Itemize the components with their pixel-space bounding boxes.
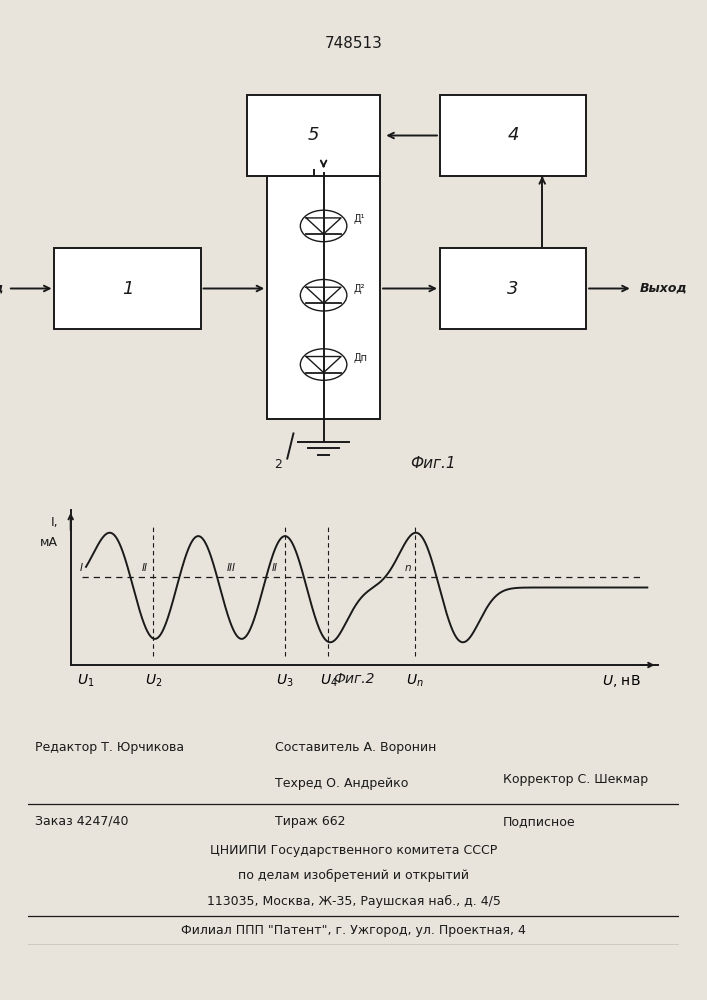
Text: 113035, Москва, Ж-35, Раушская наб., д. 4/5: 113035, Москва, Ж-35, Раушская наб., д. … bbox=[206, 895, 501, 908]
Text: I,: I, bbox=[50, 516, 58, 529]
Text: II: II bbox=[271, 563, 278, 573]
Text: Редактор Т. Юрчикова: Редактор Т. Юрчикова bbox=[35, 741, 184, 754]
Text: III: III bbox=[227, 563, 236, 573]
Text: 3: 3 bbox=[507, 279, 519, 298]
Circle shape bbox=[300, 210, 347, 242]
Text: Заказ 4247/40: Заказ 4247/40 bbox=[35, 815, 128, 828]
Text: Тираж 662: Тираж 662 bbox=[276, 815, 346, 828]
Text: Дп: Дп bbox=[354, 353, 368, 363]
Bar bbox=[440, 248, 586, 329]
Text: 1: 1 bbox=[122, 279, 134, 298]
Text: I: I bbox=[79, 563, 83, 573]
Bar bbox=[54, 248, 201, 329]
Text: Фиг.1: Фиг.1 bbox=[411, 456, 456, 472]
Text: ЦНИИПИ Государственного комитета СССР: ЦНИИПИ Государственного комитета СССР bbox=[210, 844, 497, 857]
Text: Д²: Д² bbox=[354, 283, 365, 294]
Text: по делам изобретений и открытий: по делам изобретений и открытий bbox=[238, 869, 469, 882]
Text: Составитель А. Воронин: Составитель А. Воронин bbox=[276, 741, 437, 754]
Text: 748513: 748513 bbox=[325, 36, 382, 51]
Text: Техред О. Андрейко: Техред О. Андрейко bbox=[276, 777, 409, 790]
Text: мА: мА bbox=[40, 536, 58, 549]
Circle shape bbox=[300, 279, 347, 311]
Bar bbox=[440, 95, 586, 176]
Text: Корректор С. Шекмар: Корректор С. Шекмар bbox=[503, 773, 648, 786]
Text: Филиал ППП "Патент", г. Ужгород, ул. Проектная, 4: Филиал ППП "Патент", г. Ужгород, ул. Про… bbox=[181, 924, 526, 937]
Text: 5: 5 bbox=[308, 126, 320, 144]
Text: Подписное: Подписное bbox=[503, 815, 575, 828]
Text: II: II bbox=[141, 563, 148, 573]
Bar bbox=[247, 95, 380, 176]
Text: 4: 4 bbox=[507, 126, 519, 144]
Text: 2: 2 bbox=[274, 458, 281, 471]
Circle shape bbox=[300, 349, 347, 380]
Text: n: n bbox=[404, 563, 411, 573]
Text: Вход: Вход bbox=[0, 282, 5, 295]
Text: Выход: Выход bbox=[639, 282, 687, 295]
Text: Фиг.2: Фиг.2 bbox=[333, 672, 374, 686]
Bar bbox=[267, 172, 380, 419]
Text: Д¹: Д¹ bbox=[354, 214, 365, 224]
